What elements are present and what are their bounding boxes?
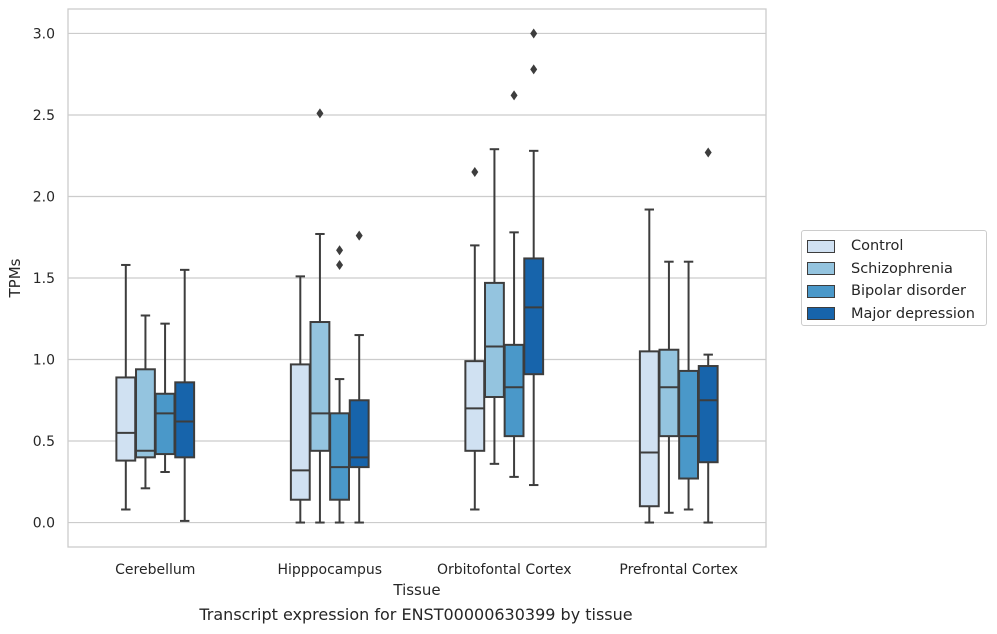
box-major-depression: [697, 147, 719, 524]
legend-label: Major depression: [851, 305, 975, 322]
box-bipolar-disorder: [678, 260, 699, 511]
box-body: [658, 348, 680, 438]
legend-label: Control: [851, 238, 904, 255]
legend: Control Schizophrenia Bipolar disorder Majo…: [801, 230, 987, 326]
box-control: [289, 275, 311, 524]
y-tick-label: 1.5: [33, 271, 55, 287]
y-tick-label: 2.5: [33, 108, 55, 124]
legend-item: Control: [807, 235, 986, 258]
y-axis-label: TPMs: [6, 258, 24, 298]
box-body: [329, 412, 350, 501]
box-schizophrenia: [309, 108, 331, 524]
legend-label: Schizophrenia: [851, 260, 953, 277]
outlier-point: [530, 28, 538, 39]
box-major-depression: [348, 230, 370, 524]
box-body: [289, 363, 311, 501]
legend-item: Schizophrenia: [807, 258, 986, 281]
box-body: [697, 365, 719, 464]
legend-swatch: [807, 262, 835, 276]
y-axis-ticks: 0.0 0.5 1.0 1.5 2.0 2.5 3.0: [33, 26, 55, 531]
outlier-point: [704, 147, 712, 158]
box-schizophrenia: [135, 314, 156, 490]
box-bipolar-disorder: [329, 245, 350, 524]
box-bipolar-disorder: [154, 322, 176, 474]
box-major-depression: [523, 28, 545, 487]
box-body: [523, 257, 545, 376]
y-tick-label: 0.0: [33, 516, 55, 532]
box-body: [309, 321, 331, 452]
legend-swatch: [807, 307, 835, 321]
legend-swatch: [807, 284, 835, 298]
plot-frame: [67, 8, 767, 548]
box-body: [154, 392, 176, 456]
legend-label: Bipolar disorder: [851, 283, 966, 300]
y-tick-label: 0.5: [33, 434, 55, 450]
y-tick-label: 1.0: [33, 353, 55, 369]
box-body: [174, 381, 196, 459]
box-body: [503, 343, 525, 438]
box-schizophrenia: [484, 148, 505, 465]
x-tick-label: Prefrontal Cortex: [619, 562, 738, 578]
box-body: [678, 369, 699, 480]
legend-item: Bipolar disorder: [807, 280, 986, 303]
box-body: [348, 399, 370, 469]
box-body: [115, 376, 137, 462]
x-tick-label: Cerebellum: [115, 562, 195, 578]
box-body: [638, 350, 660, 508]
box-control: [464, 167, 486, 511]
legend-swatch: [807, 239, 835, 253]
box-major-depression: [174, 268, 196, 522]
x-axis-ticks: Cerebellum Hipppocampus Orbitofontal Corte…: [115, 562, 738, 578]
outlier-point: [530, 64, 538, 75]
outlier-point: [355, 230, 363, 241]
y-tick-label: 2.0: [33, 189, 55, 205]
outlier-point: [336, 259, 344, 270]
outlier-point: [510, 90, 518, 101]
box-body: [135, 368, 156, 459]
box-bipolar-disorder: [503, 90, 525, 478]
y-tick-label: 3.0: [33, 26, 55, 42]
x-axis-label: Tissue: [392, 581, 440, 599]
box-body: [464, 360, 486, 452]
figure-caption: Transcript expression for ENST0000063039…: [199, 605, 633, 624]
outlier-point: [336, 245, 344, 256]
box-schizophrenia: [658, 260, 680, 514]
x-tick-label: Hipppocampus: [277, 562, 382, 578]
box-control: [638, 208, 660, 524]
outlier-point: [471, 167, 479, 178]
legend-item: Major depression: [807, 303, 986, 326]
x-tick-label: Orbitofontal Cortex: [437, 562, 572, 578]
outlier-point: [316, 108, 324, 119]
box-plot-area: [115, 28, 719, 524]
box-body: [484, 281, 505, 399]
box-control: [115, 263, 137, 511]
